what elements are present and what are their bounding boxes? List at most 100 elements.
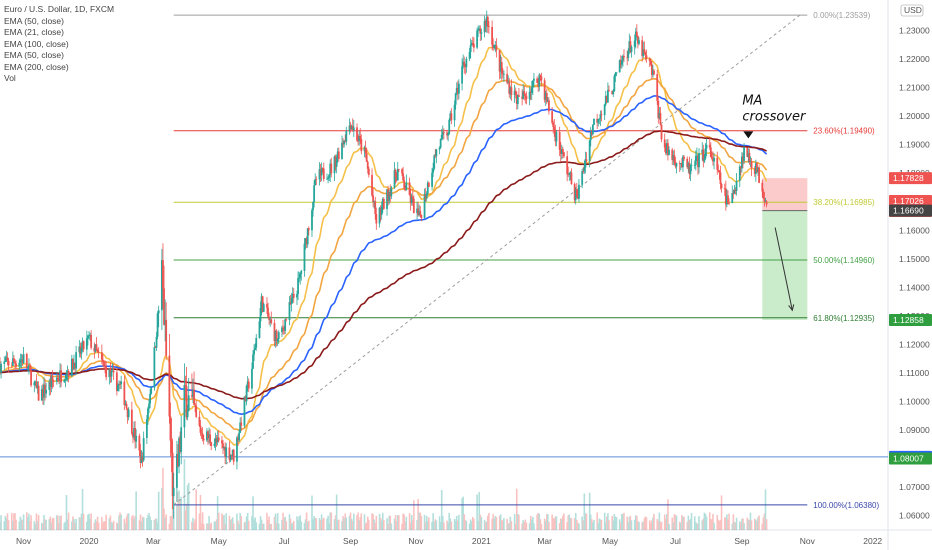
volume-bar (432, 513, 434, 530)
volume-bar (104, 521, 106, 530)
volume-bar (273, 516, 276, 530)
volume-bar (319, 520, 322, 530)
candle-body (373, 201, 376, 203)
volume-bar (371, 513, 373, 530)
candle-body (416, 208, 418, 213)
volume-bar (313, 516, 315, 530)
volume-bar (409, 522, 412, 530)
volume-bar (81, 489, 84, 530)
volume-bar (329, 512, 332, 530)
price-tag-box (889, 204, 932, 217)
volume-bar (660, 521, 663, 530)
volume-bar (674, 514, 677, 530)
volume-bar (491, 518, 493, 530)
candle-body (641, 40, 644, 57)
volume-bar (299, 515, 301, 530)
fib-level-label: 0.00%(1.23539) (813, 11, 870, 20)
candle-body (110, 370, 113, 377)
volume-bar (738, 521, 741, 530)
candle-body (374, 201, 377, 215)
candle-body (409, 194, 412, 204)
candle-body (225, 447, 228, 457)
candle-body (450, 113, 453, 121)
candle-body (306, 228, 309, 245)
volume-bar (567, 515, 570, 530)
candle-body (371, 174, 373, 196)
candle-body (254, 347, 257, 351)
candle-body (11, 358, 14, 366)
candle-body (290, 298, 293, 304)
volume-bar (109, 515, 112, 530)
indicator-legend: Euro / U.S. Dollar, 1D, FXCM EMA (50, cl… (4, 4, 114, 85)
volume-bar (22, 514, 25, 530)
volume-bar (26, 512, 28, 530)
candle-body (585, 159, 588, 161)
volume-bar (658, 512, 661, 530)
time-tick-label: May (602, 536, 619, 546)
volume-bar (0, 515, 2, 530)
volume-bar (413, 500, 415, 530)
candle-body (124, 403, 127, 406)
volume-bar (10, 512, 13, 530)
volume-bar (390, 523, 393, 530)
volume-bar (568, 514, 571, 530)
volume-bar (671, 517, 674, 530)
volume-bar (372, 514, 374, 530)
volume-bar (740, 522, 742, 530)
volume-bar (183, 458, 186, 530)
candle-body (719, 172, 722, 185)
volume-bar (193, 522, 195, 530)
candle-body (130, 409, 133, 434)
candle-body (206, 431, 208, 441)
volume-bar (653, 513, 655, 530)
candle-body (313, 185, 316, 202)
candle-body (207, 431, 209, 439)
candle-body (304, 238, 307, 244)
candle-body (142, 438, 145, 461)
candle-body (619, 60, 622, 65)
volume-bar (381, 512, 384, 530)
candle-body (333, 156, 336, 174)
candle-body (375, 214, 378, 224)
volume-bar (628, 516, 631, 530)
candle-body (753, 168, 756, 174)
candle-body (528, 91, 531, 100)
volume-bar (71, 521, 73, 530)
candle-body (397, 168, 400, 170)
volume-bar (149, 516, 151, 530)
candle-body (762, 191, 765, 199)
volume-bar (101, 517, 103, 530)
candle-body (425, 193, 428, 199)
candle-body (561, 149, 564, 153)
candle-body (18, 362, 21, 367)
candle-body (115, 372, 118, 391)
volume-bar (282, 512, 284, 530)
volume-bar (4, 515, 7, 530)
volume-bar (176, 505, 178, 530)
time-tick-label: Nov (16, 536, 32, 546)
volume-bar (42, 523, 44, 530)
volume-bar (344, 513, 347, 530)
candle-body (33, 382, 36, 386)
candle-body (224, 446, 227, 457)
volume-bar (763, 513, 766, 530)
volume-bar (20, 519, 23, 530)
candle-body (686, 158, 689, 168)
volume-bar (93, 522, 96, 530)
candle-body (548, 100, 550, 112)
candle-body (478, 28, 481, 30)
candle-body (439, 138, 442, 148)
candle-body (537, 82, 540, 87)
volume-bar (559, 518, 562, 530)
candle-body (319, 169, 322, 176)
candle-body (138, 435, 141, 451)
volume-bar (591, 519, 593, 530)
candle-body (258, 321, 261, 338)
volume-bar (523, 522, 526, 530)
candle-body (193, 389, 195, 405)
candle-body (367, 168, 370, 175)
volume-bar (675, 515, 678, 530)
volume-bar (202, 523, 205, 530)
candle-body (698, 153, 700, 168)
